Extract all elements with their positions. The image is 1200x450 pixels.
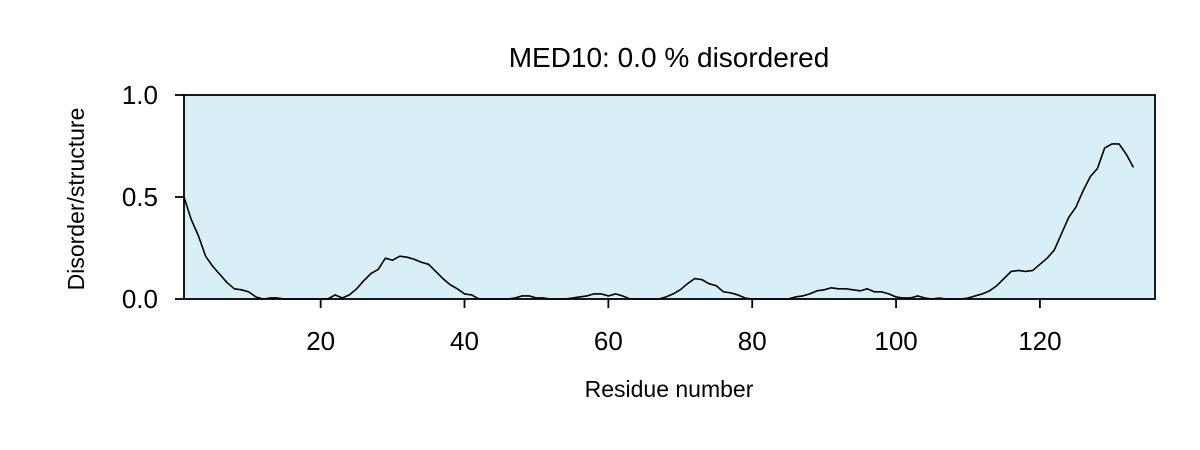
chart-title: MED10: 0.0 % disordered <box>509 42 830 73</box>
y-tick-label: 1.0 <box>122 80 158 110</box>
y-tick-label: 0.0 <box>122 284 158 314</box>
x-tick-label: 100 <box>874 326 917 356</box>
x-axis: 20 40 60 80 100 120 <box>306 299 1062 356</box>
plot-area <box>184 95 1155 299</box>
x-tick-label: 120 <box>1018 326 1061 356</box>
y-axis-label: Disorder/structure <box>63 108 89 291</box>
x-tick-label: 20 <box>306 326 335 356</box>
y-tick-label: 0.5 <box>122 182 158 212</box>
x-tick-label: 60 <box>594 326 623 356</box>
x-tick-label: 40 <box>450 326 479 356</box>
x-axis-label: Residue number <box>585 376 754 402</box>
x-tick-label: 80 <box>738 326 767 356</box>
y-axis: 0.0 0.5 1.0 <box>122 80 184 314</box>
